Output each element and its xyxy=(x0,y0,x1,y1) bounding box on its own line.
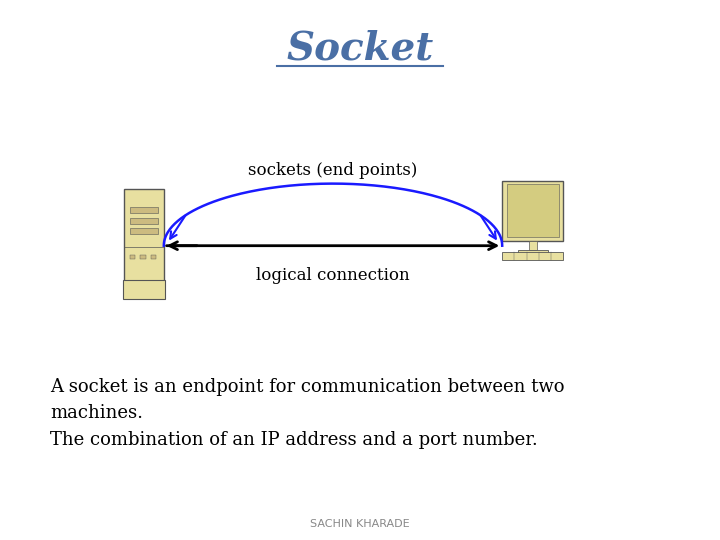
Text: logical connection: logical connection xyxy=(256,267,410,284)
Bar xyxy=(140,255,145,259)
Bar xyxy=(518,250,548,256)
Text: SACHIN KHARADE: SACHIN KHARADE xyxy=(310,519,410,529)
Bar xyxy=(503,181,563,241)
Bar xyxy=(503,252,563,260)
Bar xyxy=(507,185,559,238)
Text: A socket is an endpoint for communication between two
machines.
The combination : A socket is an endpoint for communicatio… xyxy=(50,378,565,449)
Text: Socket: Socket xyxy=(287,30,433,68)
Text: sockets (end points): sockets (end points) xyxy=(248,161,418,179)
Bar xyxy=(130,207,158,213)
Bar xyxy=(125,189,164,297)
Bar xyxy=(130,228,158,234)
Bar xyxy=(151,255,156,259)
Bar xyxy=(528,241,537,250)
Bar xyxy=(130,218,158,224)
Bar xyxy=(130,255,135,259)
Bar xyxy=(123,280,165,299)
